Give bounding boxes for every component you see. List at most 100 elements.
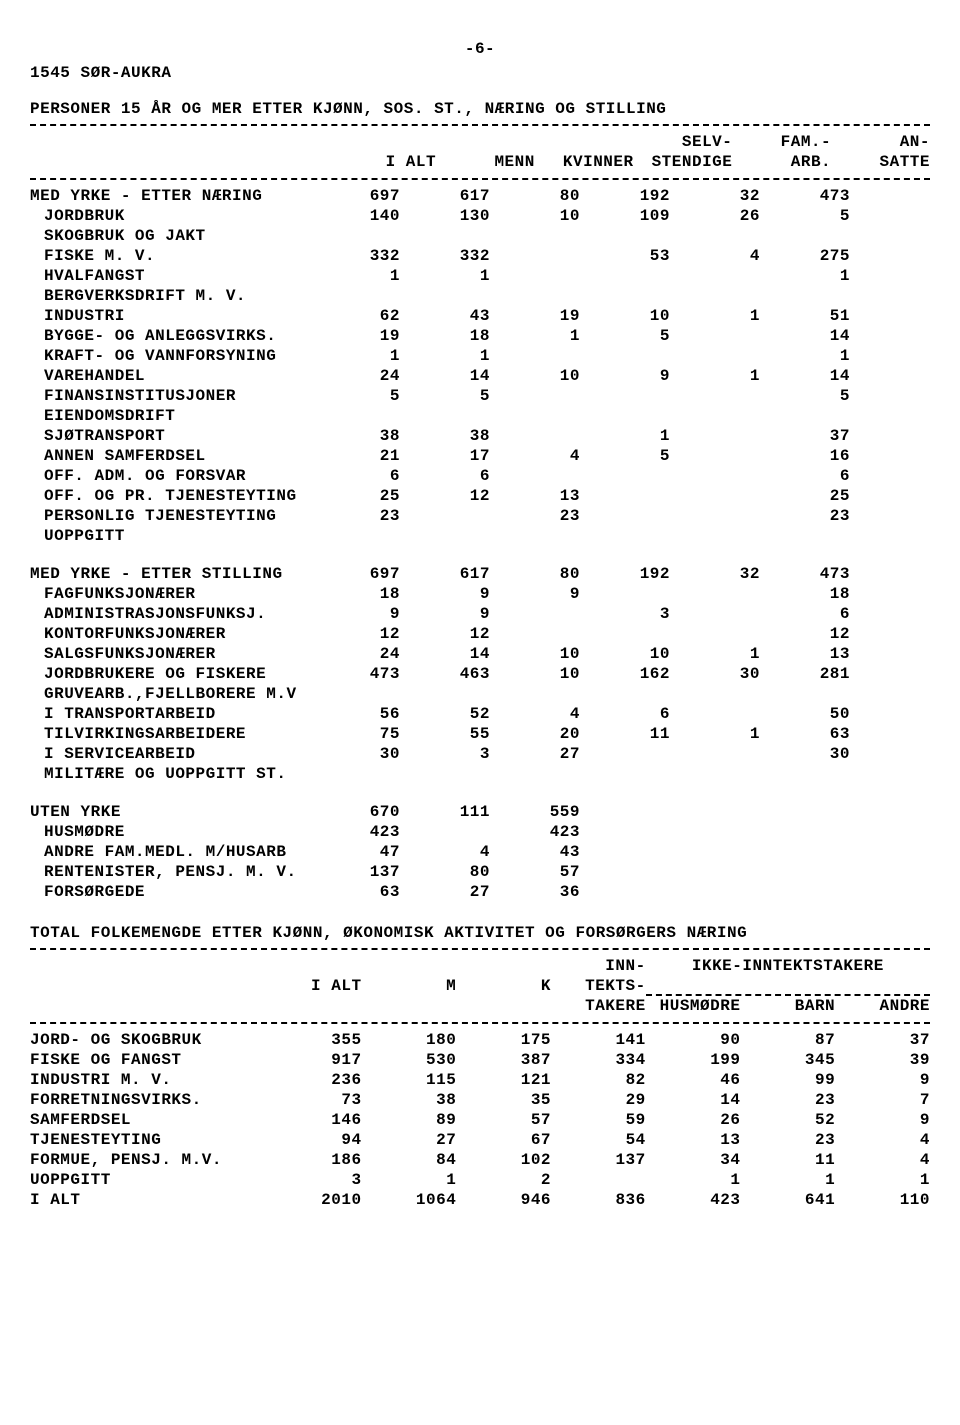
- cell: [760, 822, 850, 842]
- row-label: FORSØRGEDE: [30, 882, 310, 902]
- cell: [580, 842, 670, 862]
- row-label: ADMINISTRASJONSFUNKSJ.: [30, 604, 310, 624]
- cell: [670, 744, 760, 764]
- table-row: FISKE OG FANGST91753038733419934539: [30, 1050, 930, 1070]
- table2-header-row2: I ALT M K TEKTS-: [30, 976, 930, 996]
- cell: 1: [670, 644, 760, 664]
- cell: [760, 862, 850, 882]
- cell: 946: [456, 1190, 551, 1210]
- cell: 3: [267, 1170, 362, 1190]
- row-label: SJØTRANSPORT: [30, 426, 310, 446]
- cell: 9: [490, 584, 580, 604]
- cell: [580, 506, 670, 526]
- cell: [670, 466, 760, 486]
- row-label: OFF. ADM. OG FORSVAR: [30, 466, 310, 486]
- cell: 4: [835, 1150, 930, 1170]
- cell: 5: [310, 386, 400, 406]
- table-row: TILVIRKINGSARBEIDERE75552011163: [30, 724, 930, 744]
- cell: [670, 764, 760, 784]
- table-row: JORDBRUK14013010109265: [30, 206, 930, 226]
- cell: [670, 426, 760, 446]
- cell: [400, 822, 490, 842]
- table2-title: TOTAL FOLKEMENGDE ETTER KJØNN, ØKONOMISK…: [30, 924, 930, 942]
- cell: 27: [490, 744, 580, 764]
- cell: 39: [835, 1050, 930, 1070]
- table-row: FISKE M. V.332332534275: [30, 246, 930, 266]
- cell: 162: [580, 664, 670, 684]
- cell: 10: [580, 644, 670, 664]
- cell: [310, 226, 400, 246]
- cell: 146: [267, 1110, 362, 1130]
- cell: [310, 286, 400, 306]
- row-label: FORMUE, PENSJ. M.V.: [30, 1150, 267, 1170]
- cell: 55: [400, 724, 490, 744]
- table-row: I TRANSPORTARBEID56524650: [30, 704, 930, 724]
- page-number: -6-: [30, 40, 930, 58]
- row-label: INDUSTRI: [30, 306, 310, 326]
- hdr-menn: MENN: [436, 152, 535, 172]
- hdr-arb: ARB.: [732, 152, 831, 172]
- cell: 38: [400, 426, 490, 446]
- divider: [30, 948, 930, 950]
- cell: 14: [400, 366, 490, 386]
- cell: [490, 286, 580, 306]
- cell: 38: [310, 426, 400, 446]
- row-label: JORDBRUKERE OG FISKERE: [30, 664, 310, 684]
- hdr-stendige: STENDIGE: [634, 152, 733, 172]
- row-label: GRUVEARB.,FJELLBORERE M.V: [30, 684, 310, 704]
- cell: 21: [310, 446, 400, 466]
- table-row: BERGVERKSDRIFT M. V.: [30, 286, 930, 306]
- cell: 11: [741, 1150, 836, 1170]
- table-row: UOPPGITT312111: [30, 1170, 930, 1190]
- cell: 836: [551, 1190, 646, 1210]
- cell: 1: [670, 306, 760, 326]
- cell: 19: [310, 326, 400, 346]
- cell: 24: [310, 644, 400, 664]
- cell: 175: [456, 1030, 551, 1050]
- cell: [400, 286, 490, 306]
- cell: 559: [490, 802, 580, 822]
- cell: [760, 882, 850, 902]
- cell: [490, 386, 580, 406]
- row-label: FORRETNINGSVIRKS.: [30, 1090, 267, 1110]
- cell: 80: [400, 862, 490, 882]
- cell: 5: [760, 206, 850, 226]
- row-label: BYGGE- OG ANLEGGSVIRKS.: [30, 326, 310, 346]
- cell: [580, 346, 670, 366]
- cell: 27: [400, 882, 490, 902]
- hdr-inn: INN-: [551, 956, 646, 976]
- cell: 11: [580, 724, 670, 744]
- table-row: FORMUE, PENSJ. M.V.1868410213734114: [30, 1150, 930, 1170]
- cell: 4: [490, 704, 580, 724]
- cell: 137: [551, 1150, 646, 1170]
- cell: 3: [400, 744, 490, 764]
- cell: 6: [760, 466, 850, 486]
- cell: 1: [670, 724, 760, 744]
- table-row: ADMINISTRASJONSFUNKSJ.9936: [30, 604, 930, 624]
- cell: [580, 286, 670, 306]
- table-row: HUSMØDRE423423: [30, 822, 930, 842]
- cell: 30: [760, 744, 850, 764]
- cell: [490, 624, 580, 644]
- cell: 53: [580, 246, 670, 266]
- cell: 334: [551, 1050, 646, 1070]
- cell: 236: [267, 1070, 362, 1090]
- divider: [30, 124, 930, 126]
- cell: [760, 226, 850, 246]
- cell: [760, 764, 850, 784]
- cell: 27: [362, 1130, 457, 1150]
- cell: [760, 286, 850, 306]
- cell: 697: [310, 564, 400, 584]
- cell: 1: [741, 1170, 836, 1190]
- cell: 24: [310, 366, 400, 386]
- row-label: ANNEN SAMFERDSEL: [30, 446, 310, 466]
- cell: 423: [646, 1190, 741, 1210]
- cell: 9: [835, 1070, 930, 1090]
- cell: 6: [760, 604, 850, 624]
- cell: 355: [267, 1030, 362, 1050]
- cell: 37: [760, 426, 850, 446]
- cell: 23: [741, 1130, 836, 1150]
- cell: 82: [551, 1070, 646, 1090]
- cell: 18: [760, 584, 850, 604]
- cell: 192: [580, 564, 670, 584]
